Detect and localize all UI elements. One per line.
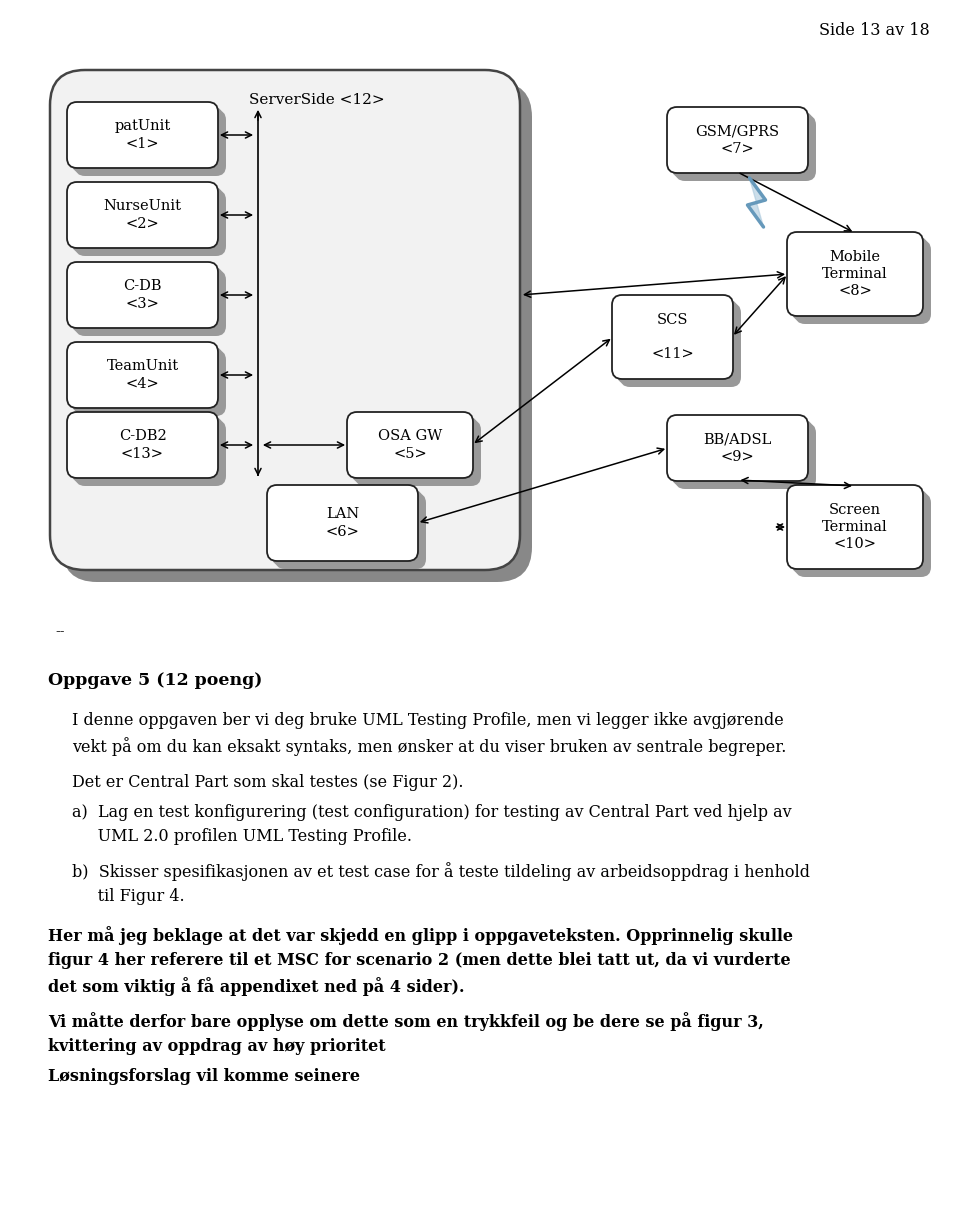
Text: Mobile
Terminal
<8>: Mobile Terminal <8> <box>822 250 888 299</box>
FancyBboxPatch shape <box>75 350 226 416</box>
FancyBboxPatch shape <box>72 346 223 412</box>
FancyBboxPatch shape <box>62 82 532 582</box>
FancyBboxPatch shape <box>792 237 927 321</box>
Text: LAN
<6>: LAN <6> <box>325 508 359 539</box>
Text: Løsningsforslag vil komme seinere: Løsningsforslag vil komme seinere <box>48 1068 360 1085</box>
FancyBboxPatch shape <box>275 493 426 569</box>
FancyBboxPatch shape <box>75 190 226 256</box>
FancyBboxPatch shape <box>67 182 218 248</box>
FancyBboxPatch shape <box>267 486 418 561</box>
FancyBboxPatch shape <box>75 270 226 336</box>
FancyBboxPatch shape <box>347 412 473 478</box>
FancyBboxPatch shape <box>795 493 931 577</box>
FancyBboxPatch shape <box>620 303 741 387</box>
Text: I denne oppgaven ber vi deg bruke UML Testing Profile, men vi legger ikke avgjør: I denne oppgaven ber vi deg bruke UML Te… <box>72 712 786 756</box>
FancyBboxPatch shape <box>72 267 223 333</box>
FancyBboxPatch shape <box>50 70 520 570</box>
FancyBboxPatch shape <box>355 420 481 486</box>
FancyBboxPatch shape <box>351 417 478 483</box>
Text: TeamUnit
<4>: TeamUnit <4> <box>107 360 179 390</box>
Text: OSA GW
<5>: OSA GW <5> <box>378 429 443 461</box>
Text: NurseUnit
<2>: NurseUnit <2> <box>104 199 181 231</box>
Polygon shape <box>748 178 765 227</box>
Text: Det er Central Part som skal testes (se Figur 2).: Det er Central Part som skal testes (se … <box>72 773 464 791</box>
FancyBboxPatch shape <box>272 489 422 566</box>
FancyBboxPatch shape <box>67 342 218 407</box>
Text: ServerSide <12>: ServerSide <12> <box>250 93 385 107</box>
FancyBboxPatch shape <box>616 300 738 384</box>
Text: Her må jeg beklage at det var skjedd en glipp i oppgaveteksten. Opprinnelig skul: Her må jeg beklage at det var skjedd en … <box>48 926 793 997</box>
FancyBboxPatch shape <box>67 262 218 328</box>
FancyBboxPatch shape <box>67 412 218 478</box>
FancyBboxPatch shape <box>792 489 927 573</box>
FancyBboxPatch shape <box>67 102 218 168</box>
Text: C-DB
<3>: C-DB <3> <box>123 279 161 311</box>
FancyBboxPatch shape <box>675 115 816 181</box>
FancyBboxPatch shape <box>667 107 808 173</box>
FancyBboxPatch shape <box>672 112 813 178</box>
FancyBboxPatch shape <box>72 107 223 173</box>
Text: BB/ADSL
<9>: BB/ADSL <9> <box>704 432 772 464</box>
FancyBboxPatch shape <box>667 415 808 481</box>
FancyBboxPatch shape <box>612 295 733 379</box>
FancyBboxPatch shape <box>75 110 226 176</box>
Text: a)  Lag en test konfigurering (test configuration) for testing av Central Part v: a) Lag en test konfigurering (test confi… <box>72 804 792 845</box>
FancyBboxPatch shape <box>787 486 923 569</box>
Text: SCS

<11>: SCS <11> <box>651 312 694 361</box>
FancyBboxPatch shape <box>787 232 923 316</box>
Text: GSM/GPRS
<7>: GSM/GPRS <7> <box>695 124 780 156</box>
Text: patUnit
<1>: patUnit <1> <box>114 120 171 150</box>
FancyBboxPatch shape <box>672 420 813 486</box>
Text: Vi måtte derfor bare opplyse om dette som en trykkfeil og be dere se på figur 3,: Vi måtte derfor bare opplyse om dette so… <box>48 1013 764 1055</box>
Text: Screen
Terminal
<10>: Screen Terminal <10> <box>822 503 888 551</box>
Text: C-DB2
<13>: C-DB2 <13> <box>119 429 166 461</box>
FancyBboxPatch shape <box>675 423 816 489</box>
FancyBboxPatch shape <box>795 240 931 325</box>
FancyBboxPatch shape <box>72 417 223 483</box>
Text: Side 13 av 18: Side 13 av 18 <box>819 22 930 39</box>
Text: --: -- <box>55 625 64 639</box>
Text: b)  Skisser spesifikasjonen av et test case for å teste tildeling av arbeidsoppd: b) Skisser spesifikasjonen av et test ca… <box>72 863 810 905</box>
FancyBboxPatch shape <box>72 187 223 253</box>
FancyBboxPatch shape <box>75 420 226 486</box>
Text: Oppgave 5 (12 poeng): Oppgave 5 (12 poeng) <box>48 672 262 689</box>
